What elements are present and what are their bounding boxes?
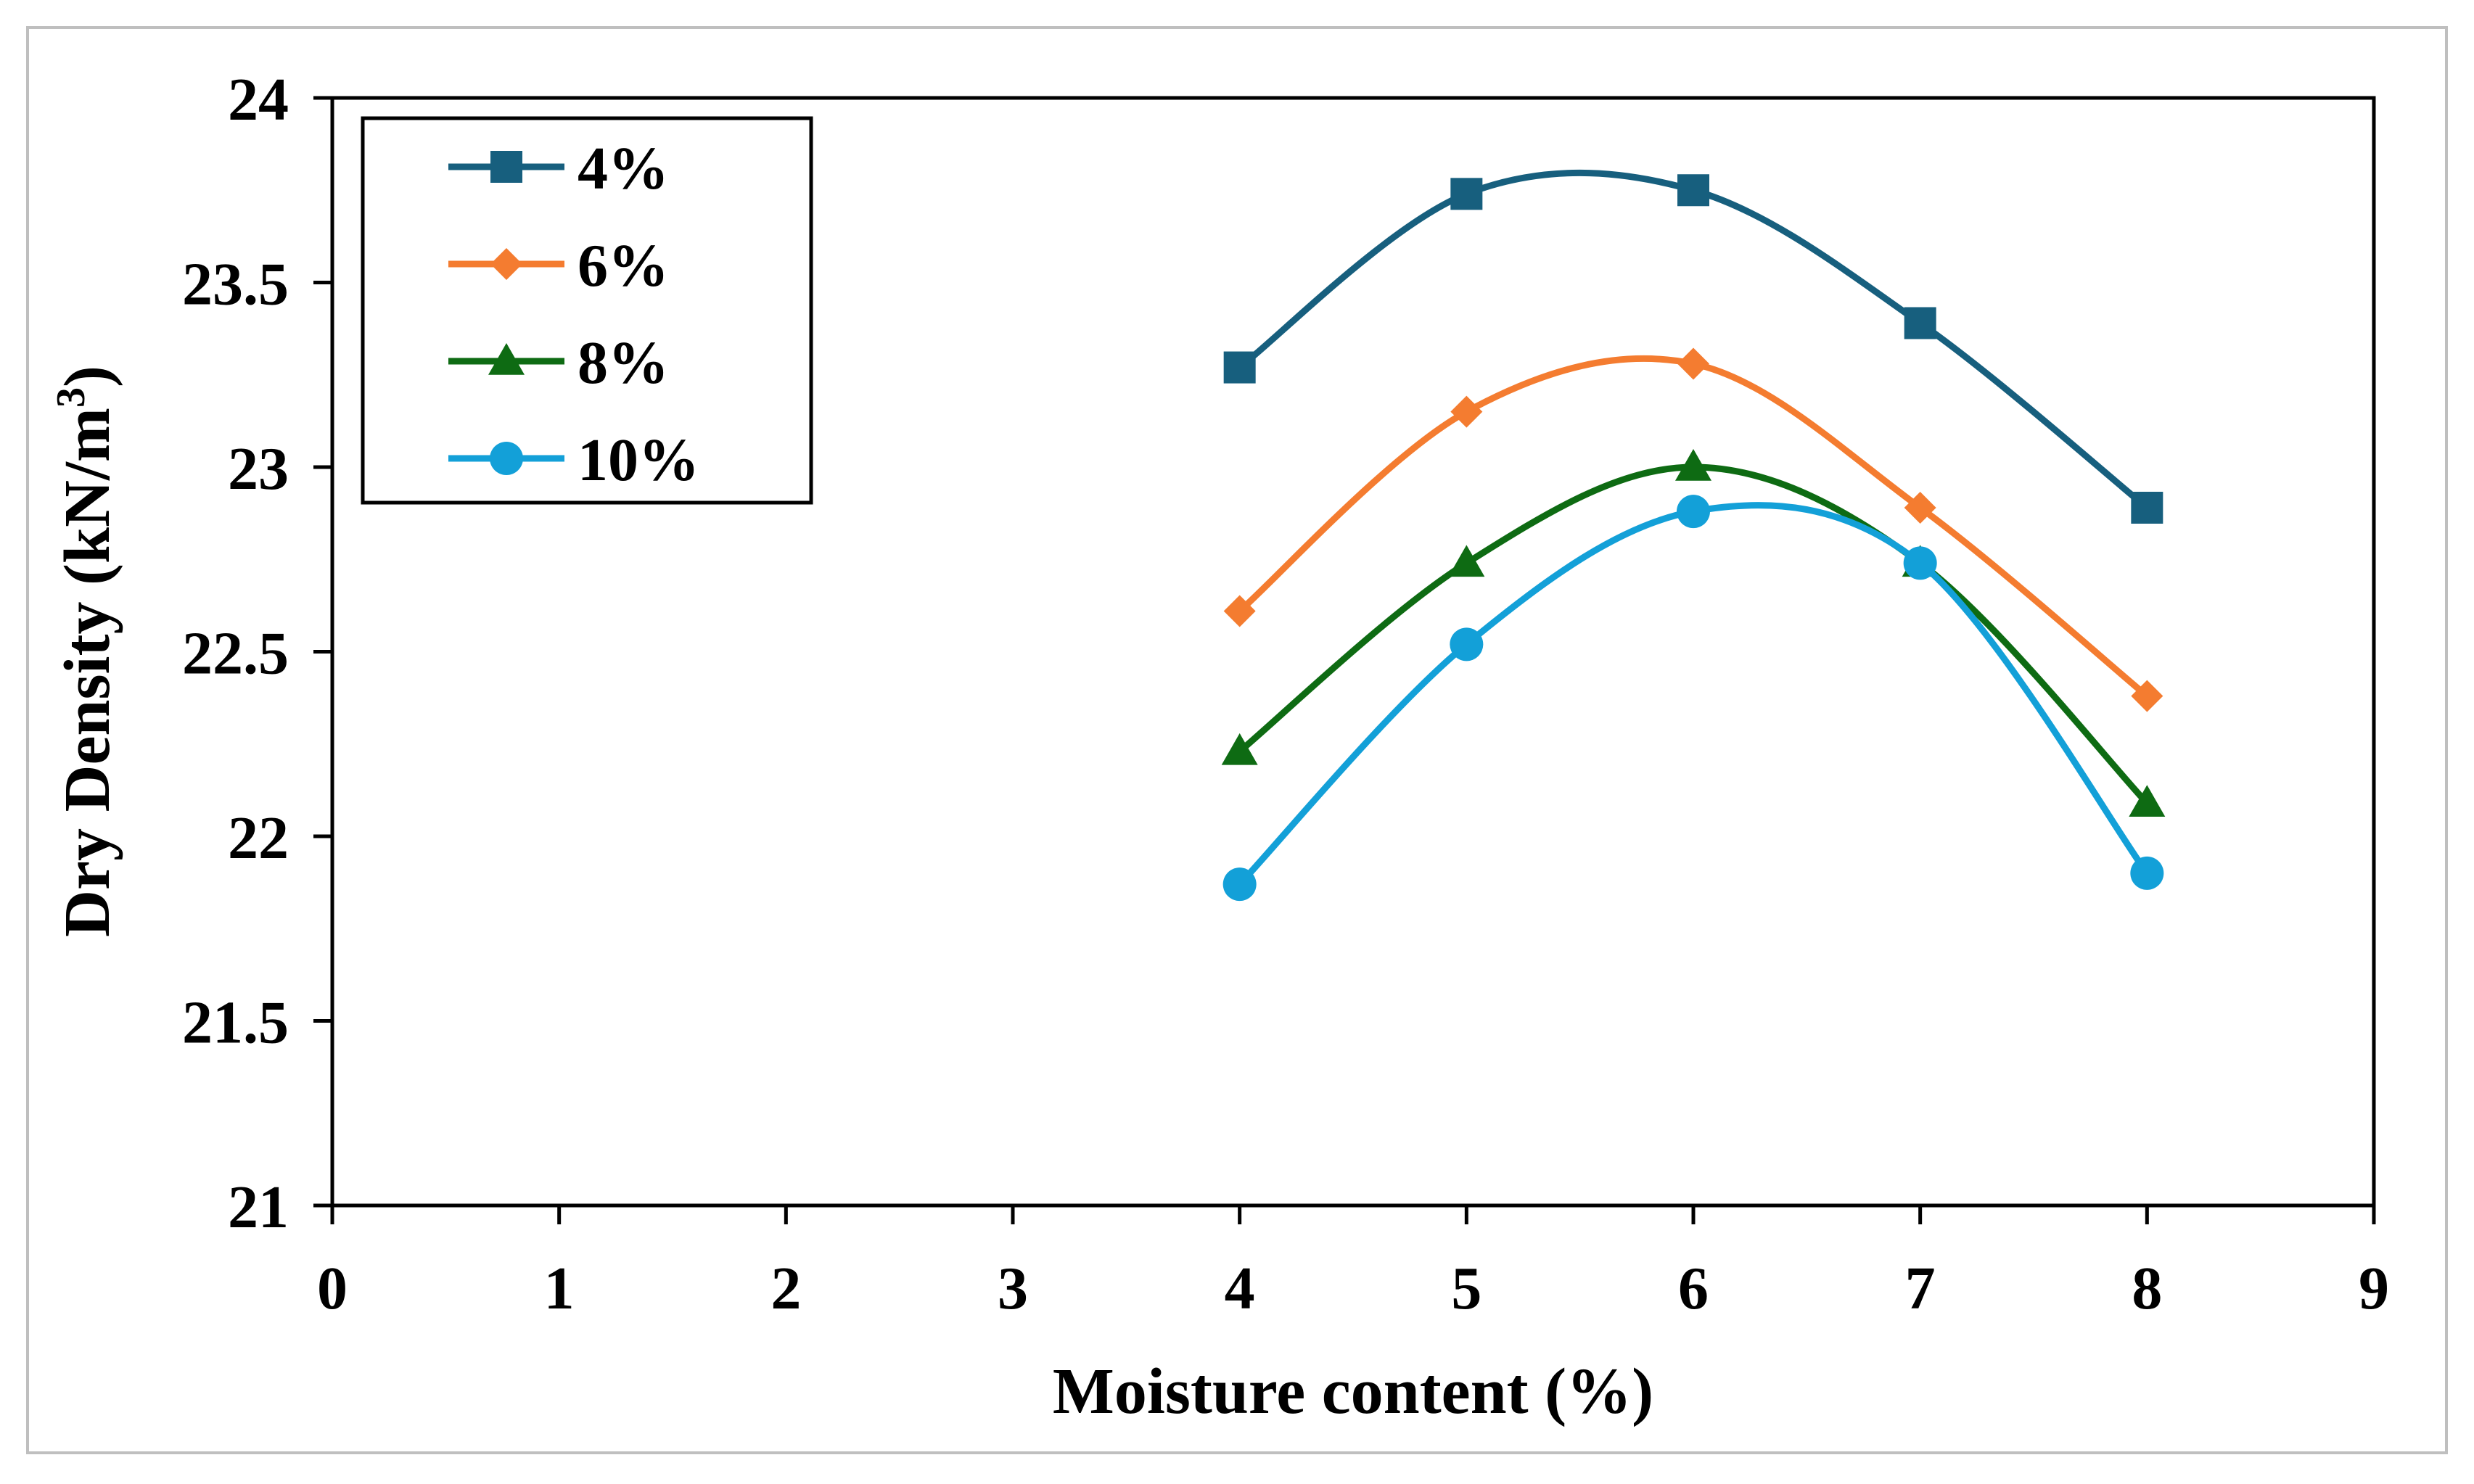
legend-item: 10% (448, 426, 699, 494)
legend-items: 4% 6% 8% 10% (448, 135, 699, 494)
y-tick-label: 22 (228, 804, 289, 872)
legend-marker (488, 343, 525, 375)
legend-label: 4% (578, 135, 669, 202)
x-tick-label: 2 (770, 1255, 801, 1322)
y-axis-title: Dry Density (kN/m3) (49, 366, 123, 937)
x-tick-label: 8 (2132, 1255, 2162, 1322)
x-axis-title: Moisture content (%) (1053, 1356, 1653, 1427)
legend-box (361, 116, 813, 505)
axis-ticks (313, 96, 2376, 1224)
data-point (2130, 856, 2164, 890)
data-point (1903, 546, 1937, 580)
y-tick-label: 21 (228, 1174, 289, 1241)
series-10pct (1222, 495, 2164, 902)
legend-label: 10% (578, 426, 699, 494)
data-point (1677, 495, 1710, 529)
data-point (1222, 867, 1257, 902)
legend-item: 4% (448, 135, 669, 202)
legend-marker (490, 442, 523, 475)
data-point (1677, 347, 1709, 380)
data-point (1904, 491, 1936, 524)
x-tick-labels: 0 1 2 3 4 5 6 7 8 9 (317, 1255, 2389, 1322)
x-tick-label: 5 (1451, 1255, 1481, 1322)
data-point (1223, 595, 1256, 627)
data-point (2131, 680, 2163, 712)
legend-marker (490, 151, 522, 183)
legend-label: 8% (578, 329, 669, 397)
data-point (1223, 351, 1256, 384)
x-tick-label: 9 (2359, 1255, 2389, 1322)
x-tick-label: 4 (1225, 1255, 1255, 1322)
data-point (1675, 449, 1711, 481)
x-tick-label: 6 (1678, 1255, 1709, 1322)
y-tick-label: 23.5 (182, 251, 289, 318)
series-layer (1221, 169, 2166, 902)
data-point (2131, 491, 2163, 524)
legend-item: 8% (448, 329, 669, 397)
data-point (1677, 174, 1709, 207)
data-point (1450, 395, 1483, 428)
series-4pct (1223, 169, 2163, 524)
y-axis-title-superscript: 3 (49, 387, 94, 408)
x-tick-label: 0 (317, 1255, 348, 1322)
legend-item: 6% (448, 232, 669, 300)
x-tick-label: 1 (544, 1255, 575, 1322)
legend: 4% 6% 8% 10% (361, 116, 813, 505)
data-point (2129, 785, 2166, 817)
y-axis-title-close: ) (52, 366, 123, 387)
x-tick-label: 7 (1905, 1255, 1936, 1322)
series-6pct (1223, 347, 2163, 712)
y-tick-label: 23 (228, 435, 289, 503)
y-tick-label: 22.5 (182, 620, 289, 688)
data-point (1448, 545, 1485, 577)
x-tick-label: 3 (998, 1255, 1028, 1322)
y-tick-label: 24 (228, 66, 289, 133)
y-tick-labels: 21 21.5 22 22.5 23 23.5 24 (182, 66, 289, 1241)
y-tick-label: 21.5 (182, 989, 289, 1057)
data-point (1904, 307, 1936, 339)
data-point (1450, 178, 1483, 210)
legend-label: 6% (578, 232, 669, 300)
data-point (1450, 627, 1484, 661)
legend-marker (490, 248, 522, 280)
data-point (1221, 733, 1258, 765)
y-axis-title-main: Dry Density (kN/m (52, 408, 123, 937)
